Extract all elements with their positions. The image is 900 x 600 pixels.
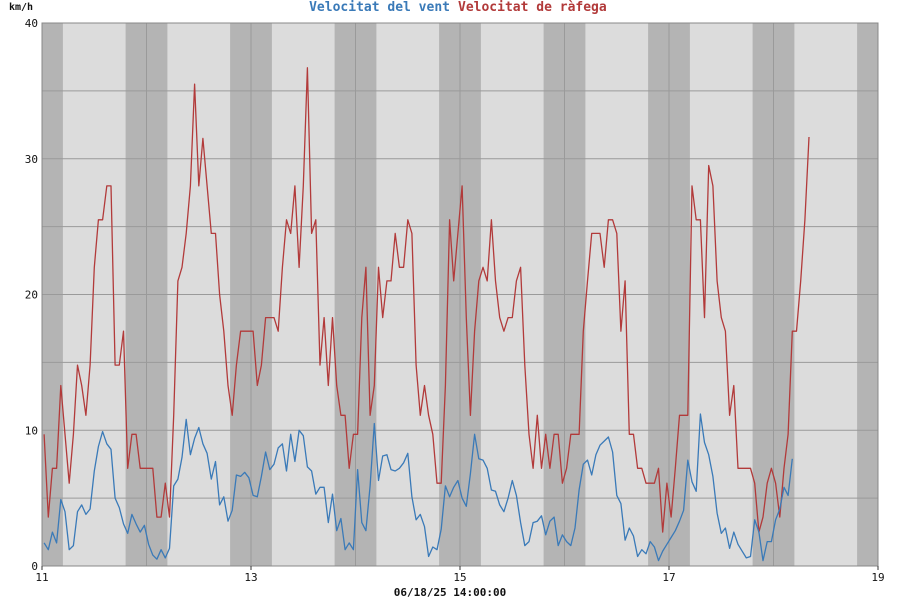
y-tick-label: 20 — [25, 289, 38, 302]
y-axis-unit-label: km/h — [9, 2, 33, 13]
x-tick-label: 13 — [244, 571, 257, 584]
y-axis-ticks: 0 10 20 30 40 — [25, 17, 38, 573]
x-tick-label: 15 — [453, 571, 466, 584]
grid-lines — [41, 22, 879, 567]
y-tick-label: 10 — [25, 424, 38, 437]
series-line-gust-speed — [43, 67, 810, 533]
x-tick-label: 11 — [35, 571, 48, 584]
x-tick-label: 19 — [871, 571, 884, 584]
y-tick-label: 40 — [25, 17, 38, 30]
series-lines — [43, 67, 810, 562]
series-line-wind-speed — [43, 413, 793, 562]
x-axis-date-label: 06/18/25 14:00:00 — [394, 586, 507, 599]
legend-gust-speed: Velocitat de ràfega — [458, 0, 607, 15]
y-tick-label: 0 — [31, 560, 38, 573]
y-tick-label: 30 — [25, 153, 38, 166]
x-axis-ticks: 11 13 15 17 19 — [35, 566, 885, 584]
legend-wind-speed: Velocitat del vent — [309, 0, 450, 15]
x-tick-label: 17 — [662, 571, 675, 584]
